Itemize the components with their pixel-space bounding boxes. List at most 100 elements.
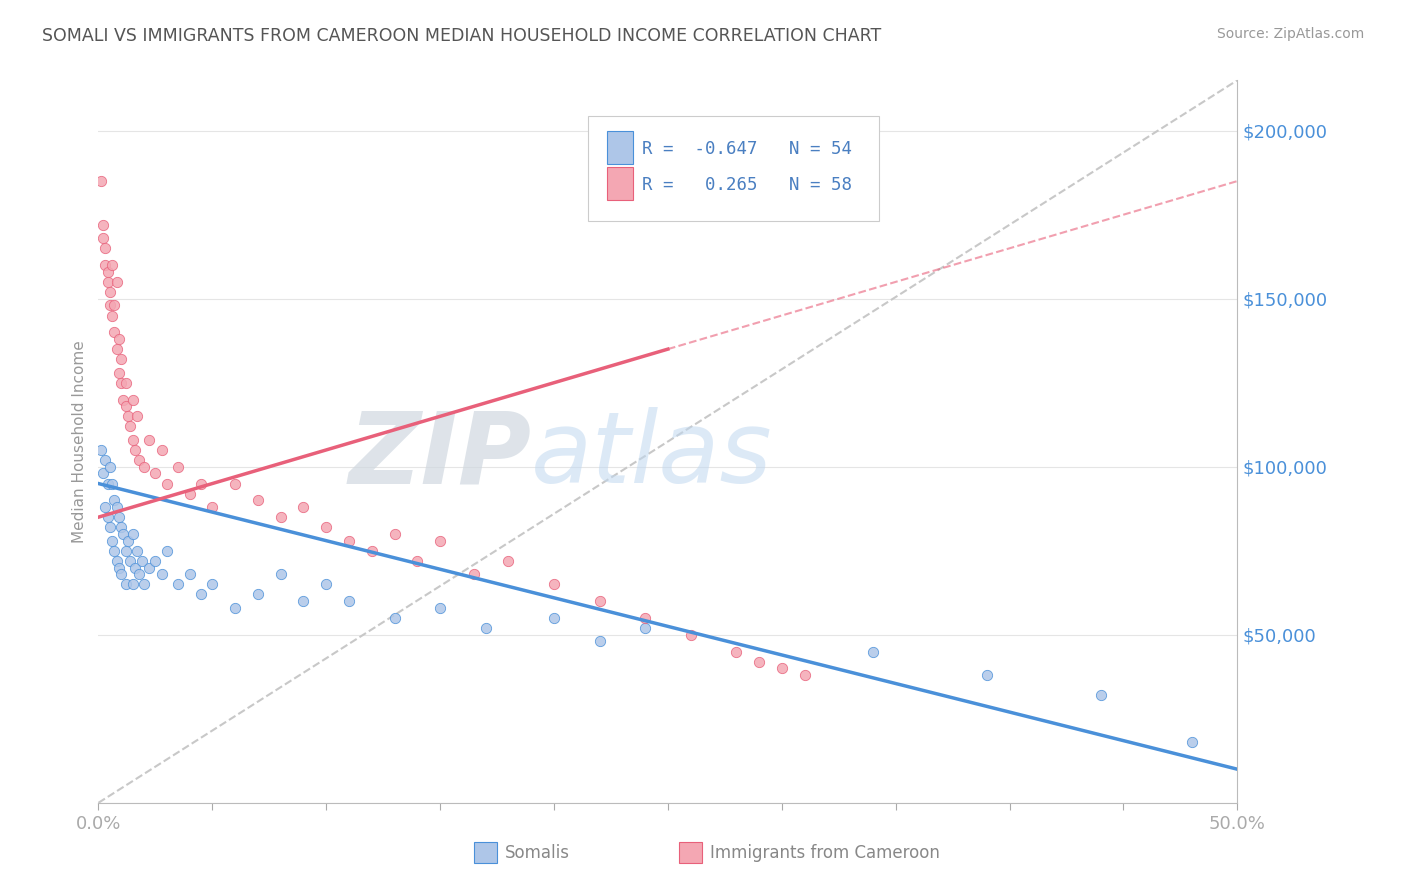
Point (96, 275, 118, 289)
Point (429, 600, 451, 615)
Point (138, 433, 160, 447)
Point (190, 587, 212, 601)
Point (224, 600, 246, 615)
Point (270, 510, 292, 524)
Point (96, 510, 118, 524)
Point (793, 668, 815, 682)
Point (98, 298, 121, 312)
Point (105, 275, 128, 289)
Point (103, 298, 125, 312)
Point (384, 527, 406, 541)
Point (91, 231, 114, 245)
Point (120, 419, 142, 434)
Point (150, 442, 173, 457)
Point (117, 409, 139, 424)
Point (128, 453, 150, 467)
Text: R =   0.265   N = 58: R = 0.265 N = 58 (641, 176, 852, 194)
Point (634, 611, 657, 625)
Point (429, 533, 451, 548)
Point (463, 567, 485, 582)
Point (108, 560, 131, 574)
Point (91, 467, 114, 481)
Point (150, 567, 173, 582)
Point (1090, 688, 1112, 702)
Point (98, 285, 121, 299)
Point (201, 577, 224, 591)
Point (121, 433, 143, 447)
Point (120, 554, 142, 568)
Point (110, 567, 132, 582)
Point (337, 594, 360, 608)
Point (121, 392, 143, 407)
Point (91, 218, 114, 232)
Point (246, 587, 269, 601)
Point (179, 567, 201, 582)
Point (94, 453, 117, 467)
Point (108, 332, 131, 346)
Point (110, 376, 132, 390)
Point (156, 543, 179, 558)
Point (748, 655, 770, 669)
Point (110, 352, 132, 367)
Point (190, 476, 212, 491)
Point (270, 567, 292, 582)
Point (406, 554, 429, 568)
Point (124, 442, 146, 457)
Text: R =  -0.647   N = 54: R = -0.647 N = 54 (641, 140, 852, 158)
Text: atlas: atlas (531, 408, 773, 505)
Point (145, 554, 167, 568)
Point (131, 554, 153, 568)
Text: ZIP: ZIP (349, 408, 531, 505)
Text: Somalis: Somalis (505, 844, 569, 862)
Point (101, 309, 124, 323)
Point (498, 554, 520, 568)
Text: SOMALI VS IMMIGRANTS FROM CAMEROON MEDIAN HOUSEHOLD INCOME CORRELATION CHART: SOMALI VS IMMIGRANTS FROM CAMEROON MEDIA… (42, 27, 882, 45)
FancyBboxPatch shape (588, 117, 879, 221)
Point (124, 560, 146, 574)
Point (201, 500, 224, 514)
Point (117, 533, 139, 548)
Point (588, 594, 610, 608)
Point (360, 543, 382, 558)
Point (132, 459, 155, 474)
Point (103, 543, 125, 558)
Point (138, 560, 160, 574)
Y-axis label: Median Household Income: Median Household Income (72, 340, 87, 543)
Point (112, 392, 135, 407)
FancyBboxPatch shape (474, 842, 498, 863)
Point (246, 493, 269, 508)
Point (132, 577, 155, 591)
Point (128, 567, 150, 582)
FancyBboxPatch shape (607, 131, 633, 163)
Point (145, 467, 167, 481)
Point (588, 634, 610, 648)
Point (121, 577, 143, 591)
Point (384, 611, 406, 625)
Point (543, 577, 565, 591)
Point (543, 611, 565, 625)
Point (725, 644, 748, 658)
Point (110, 520, 132, 534)
Point (101, 533, 124, 548)
Point (179, 486, 201, 500)
Point (96, 265, 118, 279)
Point (96, 476, 118, 491)
Point (224, 476, 246, 491)
FancyBboxPatch shape (607, 167, 633, 200)
Point (105, 500, 128, 514)
Point (103, 326, 125, 340)
Point (101, 476, 124, 491)
Point (112, 527, 135, 541)
Point (98, 459, 121, 474)
Point (114, 543, 136, 558)
FancyBboxPatch shape (679, 842, 702, 863)
Point (167, 577, 190, 591)
Point (337, 533, 360, 548)
Point (98, 520, 121, 534)
Point (292, 500, 315, 514)
Point (634, 621, 657, 635)
Point (108, 510, 131, 524)
Point (1181, 735, 1204, 749)
Point (127, 543, 149, 558)
Point (90, 442, 112, 457)
